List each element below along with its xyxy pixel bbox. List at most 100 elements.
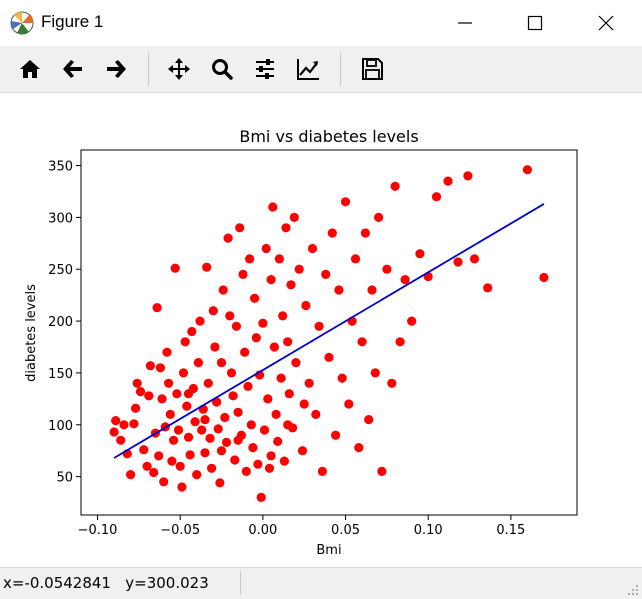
customize-button[interactable] (293, 54, 323, 84)
arrow-right-icon (107, 60, 126, 78)
home-button[interactable] (15, 54, 45, 84)
data-point (157, 394, 167, 404)
data-point (331, 430, 341, 440)
data-point (407, 316, 417, 326)
data-point (364, 415, 374, 425)
data-point (183, 389, 194, 399)
data-point (274, 254, 284, 264)
data-point (111, 416, 121, 426)
data-point (243, 381, 253, 391)
title-bar: Figure 1 (0, 0, 642, 46)
resize-grip-icon[interactable] (627, 584, 639, 596)
back-button[interactable] (58, 54, 88, 84)
data-point (215, 478, 225, 488)
data-point (218, 285, 228, 295)
data-point (116, 435, 126, 445)
data-point (185, 450, 195, 460)
data-point (175, 461, 185, 471)
close-button[interactable] (583, 0, 629, 46)
data-point (202, 262, 212, 272)
data-point (259, 425, 270, 435)
data-point (131, 403, 141, 413)
data-point (334, 285, 344, 295)
y-tick-label: 200 (48, 315, 73, 330)
data-point (193, 358, 203, 368)
pan-button[interactable] (164, 54, 194, 84)
home-icon (20, 60, 40, 78)
data-point (256, 492, 266, 502)
data-point (216, 358, 227, 368)
navigation-toolbar (0, 46, 642, 93)
data-point (463, 171, 473, 181)
y-tick-label: 150 (48, 367, 73, 382)
data-point (443, 176, 453, 186)
data-point (162, 347, 172, 357)
scatter-points (109, 165, 549, 502)
x-tick-label: 0.00 (248, 523, 277, 538)
data-point (291, 358, 301, 368)
data-point (301, 300, 311, 311)
x-tick-label: −0.10 (78, 523, 118, 538)
data-point (167, 456, 177, 466)
y-axis-ticks: 50 100 150 200 250 300 350 (48, 160, 81, 486)
arrow-left-icon (63, 60, 82, 78)
data-point (522, 165, 533, 175)
data-point (230, 455, 240, 465)
data-point (370, 368, 380, 378)
data-point (415, 249, 425, 259)
data-point (337, 373, 347, 383)
data-point (350, 254, 361, 264)
data-point (195, 316, 205, 326)
data-point (132, 378, 142, 388)
data-point (165, 409, 175, 419)
line-chart-icon (297, 59, 319, 80)
matplotlib-app-icon (10, 11, 34, 35)
x-axis-label: Bmi (316, 543, 341, 558)
subplots-button[interactable] (250, 54, 280, 84)
minimize-button[interactable] (442, 0, 488, 46)
data-point (197, 425, 207, 435)
data-point (311, 409, 321, 419)
forward-button[interactable] (101, 54, 131, 84)
data-point (149, 467, 159, 478)
zoom-button[interactable] (207, 54, 237, 84)
data-point (253, 459, 263, 469)
data-point (233, 407, 243, 417)
data-point (233, 435, 243, 445)
data-point (164, 378, 174, 388)
data-point (539, 272, 549, 283)
sliders-icon (256, 59, 274, 79)
floppy-disk-icon (362, 58, 383, 80)
data-point (344, 399, 354, 409)
y-tick-label: 50 (56, 471, 73, 486)
data-point (294, 264, 304, 274)
toolbar-separator (148, 52, 149, 86)
x-tick-label: 0.10 (414, 523, 443, 538)
data-point (377, 466, 387, 476)
data-point (142, 461, 152, 471)
data-point (144, 391, 154, 401)
data-point (360, 228, 370, 238)
data-point (250, 293, 260, 303)
x-tick-label: −0.05 (160, 523, 200, 538)
data-point (431, 192, 442, 202)
data-point (324, 352, 334, 362)
figure-canvas[interactable]: Bmi vs diabetes levels −0.10 −0.05 0.00 0.0… (0, 93, 642, 567)
data-point (278, 311, 288, 321)
data-point (183, 432, 194, 442)
data-point (304, 378, 314, 388)
data-point (469, 254, 480, 264)
data-point (289, 212, 299, 222)
data-point (281, 223, 291, 233)
maximize-button[interactable] (512, 0, 558, 46)
data-point (453, 257, 463, 267)
data-point (258, 318, 268, 328)
data-point (119, 420, 129, 430)
data-point (271, 409, 281, 419)
chart-title: Bmi vs diabetes levels (239, 127, 418, 146)
data-point (357, 337, 367, 347)
data-point (276, 373, 286, 383)
data-point (192, 470, 202, 480)
data-point (126, 470, 136, 480)
save-button[interactable] (357, 54, 387, 84)
